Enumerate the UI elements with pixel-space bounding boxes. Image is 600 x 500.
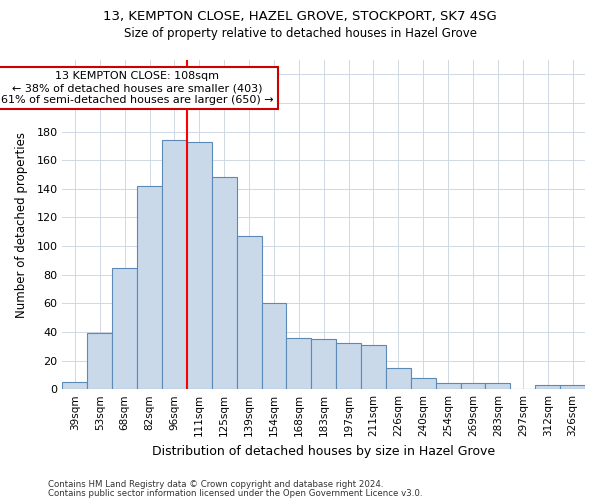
Bar: [62, 382, 88, 389]
Bar: [386, 368, 411, 389]
Text: Size of property relative to detached houses in Hazel Grove: Size of property relative to detached ho…: [124, 28, 476, 40]
Bar: [461, 384, 485, 389]
Text: 13 KEMPTON CLOSE: 108sqm
← 38% of detached houses are smaller (403)
61% of semi-: 13 KEMPTON CLOSE: 108sqm ← 38% of detach…: [1, 72, 274, 104]
Bar: [286, 338, 311, 389]
Bar: [336, 344, 361, 389]
Bar: [137, 186, 162, 389]
Bar: [485, 384, 511, 389]
Bar: [187, 142, 212, 389]
Bar: [560, 385, 585, 389]
Bar: [236, 236, 262, 389]
Bar: [411, 378, 436, 389]
Bar: [88, 334, 112, 389]
Bar: [436, 384, 461, 389]
Text: Contains HM Land Registry data © Crown copyright and database right 2024.: Contains HM Land Registry data © Crown c…: [48, 480, 383, 489]
Bar: [535, 385, 560, 389]
Bar: [311, 339, 336, 389]
Bar: [212, 178, 236, 389]
Text: 13, KEMPTON CLOSE, HAZEL GROVE, STOCKPORT, SK7 4SG: 13, KEMPTON CLOSE, HAZEL GROVE, STOCKPOR…: [103, 10, 497, 23]
Bar: [112, 268, 137, 389]
X-axis label: Distribution of detached houses by size in Hazel Grove: Distribution of detached houses by size …: [152, 444, 495, 458]
Y-axis label: Number of detached properties: Number of detached properties: [15, 132, 28, 318]
Bar: [262, 304, 286, 389]
Bar: [361, 345, 386, 389]
Text: Contains public sector information licensed under the Open Government Licence v3: Contains public sector information licen…: [48, 488, 422, 498]
Bar: [162, 140, 187, 389]
